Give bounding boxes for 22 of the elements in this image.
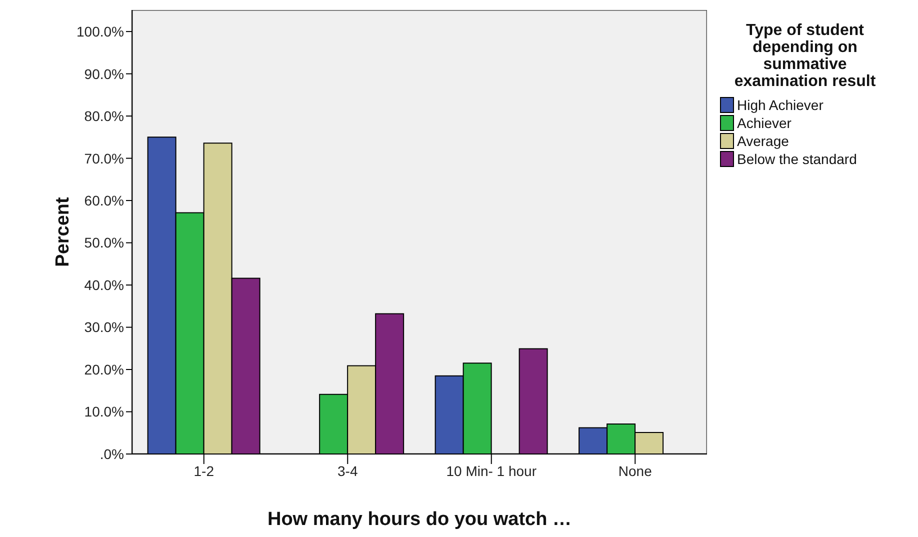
y-tick-label: 30.0% [84, 319, 124, 336]
y-tick-label: 70.0% [84, 150, 124, 166]
y-tick-label: 10.0% [84, 404, 124, 420]
y-tick-label: 80.0% [84, 108, 124, 124]
y-tick-label: 90.0% [84, 66, 124, 82]
y-tick-label: .0% [100, 446, 124, 462]
y-tick-label: 40.0% [84, 276, 124, 293]
x-tick-label: 1-2 [194, 462, 214, 479]
x-tick-label: None [618, 462, 652, 479]
x-axis-title: How many hours do you watch … [267, 509, 572, 530]
legend-label: High Achiever [737, 96, 824, 114]
legend-label: Average [737, 132, 789, 150]
legend-label: Below the standard [737, 150, 857, 168]
legend-label: Achiever [737, 114, 792, 132]
x-tick-label: 3-4 [338, 462, 358, 479]
y-tick-label: 50.0% [84, 234, 124, 251]
y-axis-title: Percent [52, 196, 74, 267]
y-tick-label: 100.0% [76, 24, 124, 40]
x-tick-label: 10 Min- 1 hour [446, 462, 537, 479]
legend-title: Type of student depending on summative examination result [733, 22, 877, 90]
y-tick-label: 60.0% [84, 192, 124, 208]
y-tick-label: 20.0% [84, 361, 124, 378]
